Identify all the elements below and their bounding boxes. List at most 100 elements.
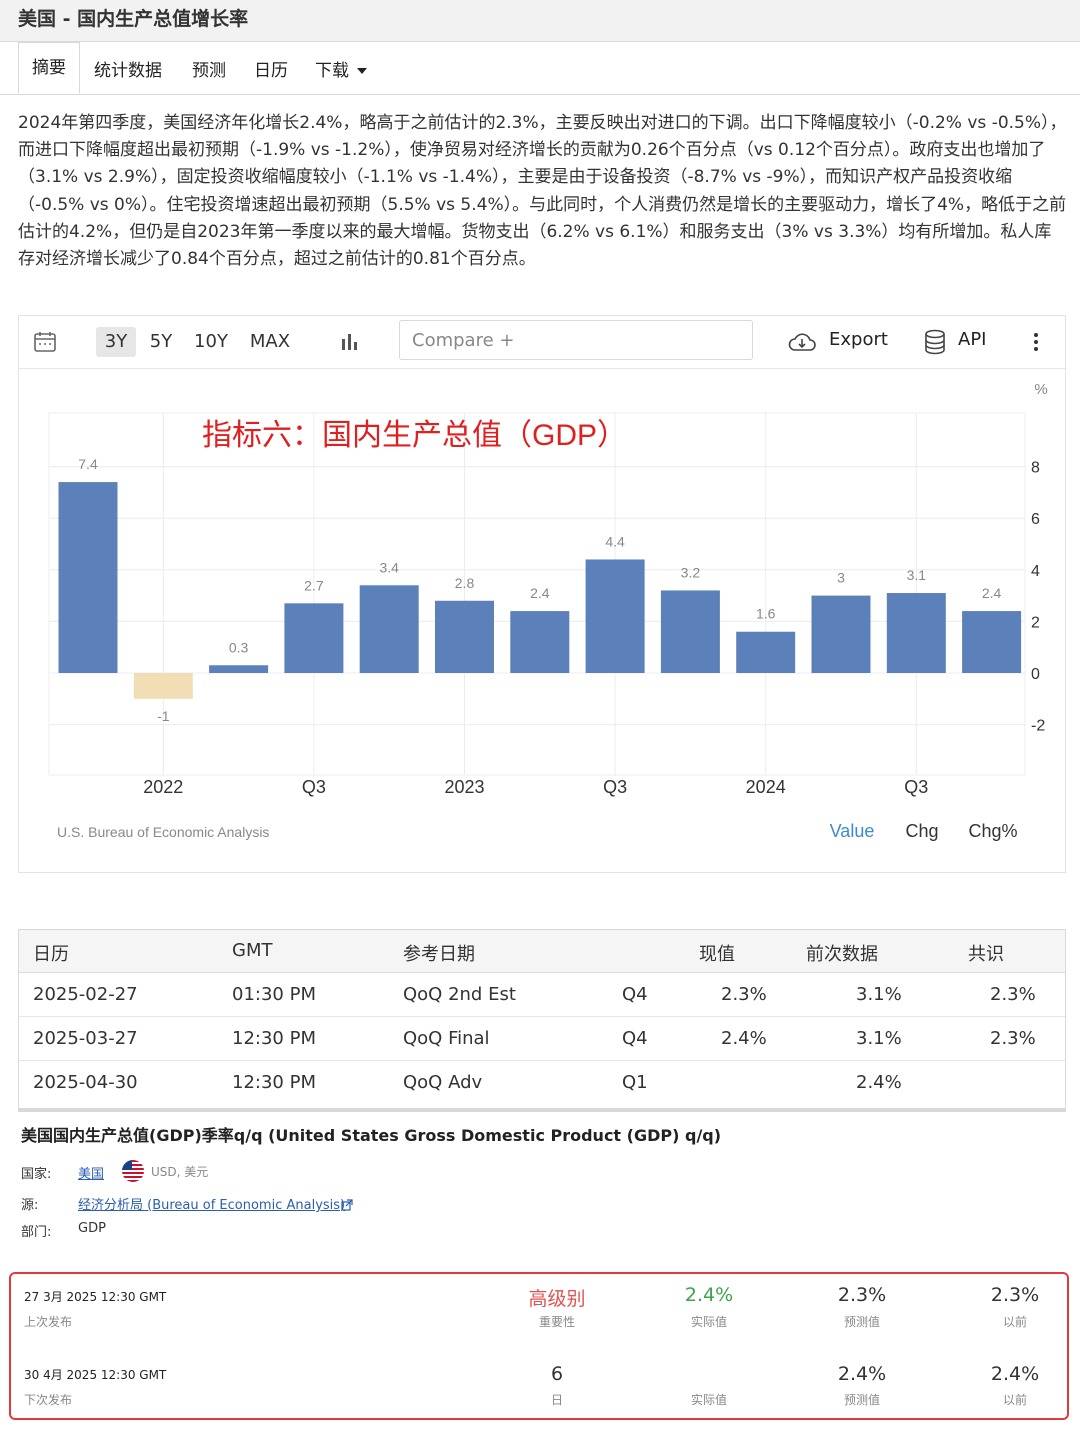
tab-forecast[interactable]: 预测 [192, 61, 226, 81]
tab-statistics[interactable]: 统计数据 [94, 61, 162, 81]
row-reference: QoQ Adv [403, 1072, 483, 1093]
external-link-icon[interactable] [341, 1196, 353, 1215]
chart-bar [209, 665, 269, 673]
bar-value-label: 2.4 [530, 585, 550, 601]
bar-value-label: -1 [157, 708, 170, 724]
next-forecast-value: 2.4% [837, 1363, 887, 1385]
row-consensus: 2.3% [990, 1028, 1036, 1049]
row-reference: QoQ Final [403, 1028, 490, 1049]
chart-panel: 3Y 5Y 10Y MAX Compare + Export API 7.4 -1… [18, 315, 1066, 873]
last-actual-value: 2.4% [684, 1284, 734, 1306]
x-tick-label: Q3 [603, 777, 627, 797]
importance-label: 重要性 [538, 1315, 575, 1329]
tab-download[interactable]: 下载 [315, 54, 367, 83]
gdp-bar-chart: 7.4-10.32.73.42.82.44.43.21.63 3.12.4 202… [48, 381, 1048, 841]
cloud-download-icon [787, 330, 817, 358]
range-3y-button[interactable]: 3Y [96, 327, 136, 357]
row-date: 2025-04-30 [33, 1072, 138, 1093]
row-period: Q1 [622, 1072, 648, 1093]
table-row: 2025-04-30 12:30 PM QoQ Adv Q1 2.4% [19, 1061, 1065, 1104]
tab-calendar[interactable]: 日历 [254, 61, 288, 81]
bar-value-label: 3.4 [379, 559, 399, 575]
range-5y-button[interactable]: 5Y [149, 331, 173, 352]
bar-value-label: 0.3 [229, 639, 249, 655]
view-chg-pct-button[interactable]: Chg% [968, 821, 1017, 841]
row-actual: 2.4% [721, 1028, 767, 1049]
row-time: 12:30 PM [232, 1072, 316, 1093]
caret-down-icon [357, 68, 367, 74]
col-header-date: 日历 [33, 944, 69, 965]
row-period: Q4 [622, 984, 648, 1005]
chart-bar [284, 603, 344, 673]
chart-bars [58, 482, 1022, 699]
view-chg-button[interactable]: Chg [905, 821, 938, 841]
bar-chart-icon[interactable] [339, 332, 359, 356]
next-forecast-label: 预测值 [843, 1393, 880, 1407]
chart-title: 指标六：国内生产总值（GDP） [202, 419, 627, 452]
compare-input[interactable]: Compare + [399, 320, 753, 360]
next-release-date: 30 4月 2025 12:30 GMT [24, 1368, 167, 1382]
y-unit-label: % [1034, 381, 1047, 398]
indicator-title: 美国国内生产总值(GDP)季率q/q (United States Gross … [21, 1126, 722, 1145]
chart-bar [435, 600, 494, 673]
calendar-icon[interactable] [33, 330, 57, 358]
chart-value-labels: 7.4 -1 0.3 2.7 3.4 2.8 2.4 4.4 3.2 1.6 3 3.1 2.4 [78, 456, 1001, 724]
next-actual-label: 实际值 [690, 1393, 727, 1407]
sector-value: GDP [78, 1221, 106, 1236]
chart-toolbar: 3Y 5Y 10Y MAX Compare + Export API [19, 316, 1065, 369]
x-tick-label: Q3 [904, 777, 928, 797]
bar-value-label: 7.4 [78, 456, 98, 472]
row-period: Q4 [622, 1028, 648, 1049]
row-actual: 2.3% [721, 984, 767, 1005]
bar-value-label: 4.4 [605, 533, 625, 549]
row-date: 2025-02-27 [33, 984, 138, 1005]
table-row: 2025-02-27 01:30 PM QoQ 2nd Est Q4 2.3% … [19, 973, 1065, 1017]
view-value-button[interactable]: Value [830, 821, 875, 841]
bar-value-label: 2.4 [982, 585, 1002, 601]
last-forecast-label: 预测值 [843, 1315, 880, 1329]
database-icon [924, 329, 946, 359]
row-previous: 3.1% [856, 984, 902, 1005]
more-options-icon[interactable] [1033, 331, 1039, 357]
last-previous-value: 2.3% [990, 1284, 1040, 1306]
api-label: API [958, 329, 987, 350]
y-tick-label: 6 [1031, 511, 1040, 528]
y-tick-label: 4 [1031, 563, 1040, 580]
tab-summary[interactable]: 摘要 [18, 42, 80, 94]
chart-bar [510, 611, 570, 673]
table-row: 2025-03-27 12:30 PM QoQ Final Q4 2.4% 3.… [19, 1017, 1065, 1061]
last-forecast-value: 2.3% [837, 1284, 887, 1306]
x-tick-label: 2024 [746, 777, 786, 797]
next-previous-label: 以前 [1002, 1393, 1027, 1407]
tab-bar: 摘要 统计数据 预测 日历 下载 [0, 42, 1080, 95]
days-until-value: 6 [550, 1363, 564, 1385]
row-date: 2025-03-27 [33, 1028, 138, 1049]
col-header-reference: 参考日期 [403, 944, 475, 965]
bar-value-label: 3.2 [681, 564, 701, 580]
last-actual-label: 实际值 [690, 1315, 727, 1329]
range-max-button[interactable]: MAX [249, 331, 291, 352]
export-label: Export [829, 329, 888, 350]
bar-value-label: 3 [837, 570, 845, 586]
row-reference: QoQ 2nd Est [403, 984, 516, 1005]
chart-bar [736, 631, 796, 673]
range-10y-button[interactable]: 10Y [194, 331, 228, 352]
source-link[interactable]: 经济分析局 (Bureau of Economic Analysis) [78, 1198, 346, 1213]
chart-bar [660, 590, 720, 673]
source-label: 源: [21, 1198, 39, 1213]
last-previous-label: 以前 [1002, 1315, 1027, 1329]
chart-bar [585, 559, 645, 673]
plot-frame [48, 412, 1026, 776]
chart-source: U.S. Bureau of Economic Analysis [57, 824, 269, 840]
bar-value-label: 1.6 [756, 606, 776, 622]
y-tick-label: 2 [1031, 614, 1040, 631]
release-info-box: 27 3月 2025 12:30 GMT 上次发布 高级别 重要性 2.4% 实… [9, 1272, 1069, 1420]
country-label: 国家: [21, 1167, 52, 1182]
bar-value-label: 2.8 [455, 575, 475, 591]
row-time: 12:30 PM [232, 1028, 316, 1049]
importance-value: 高级别 [528, 1288, 586, 1310]
country-link[interactable]: 美国 [78, 1167, 105, 1182]
row-time: 01:30 PM [232, 984, 316, 1005]
col-header-actual: 现值 [699, 944, 735, 965]
last-release-label: 上次发布 [24, 1315, 73, 1329]
